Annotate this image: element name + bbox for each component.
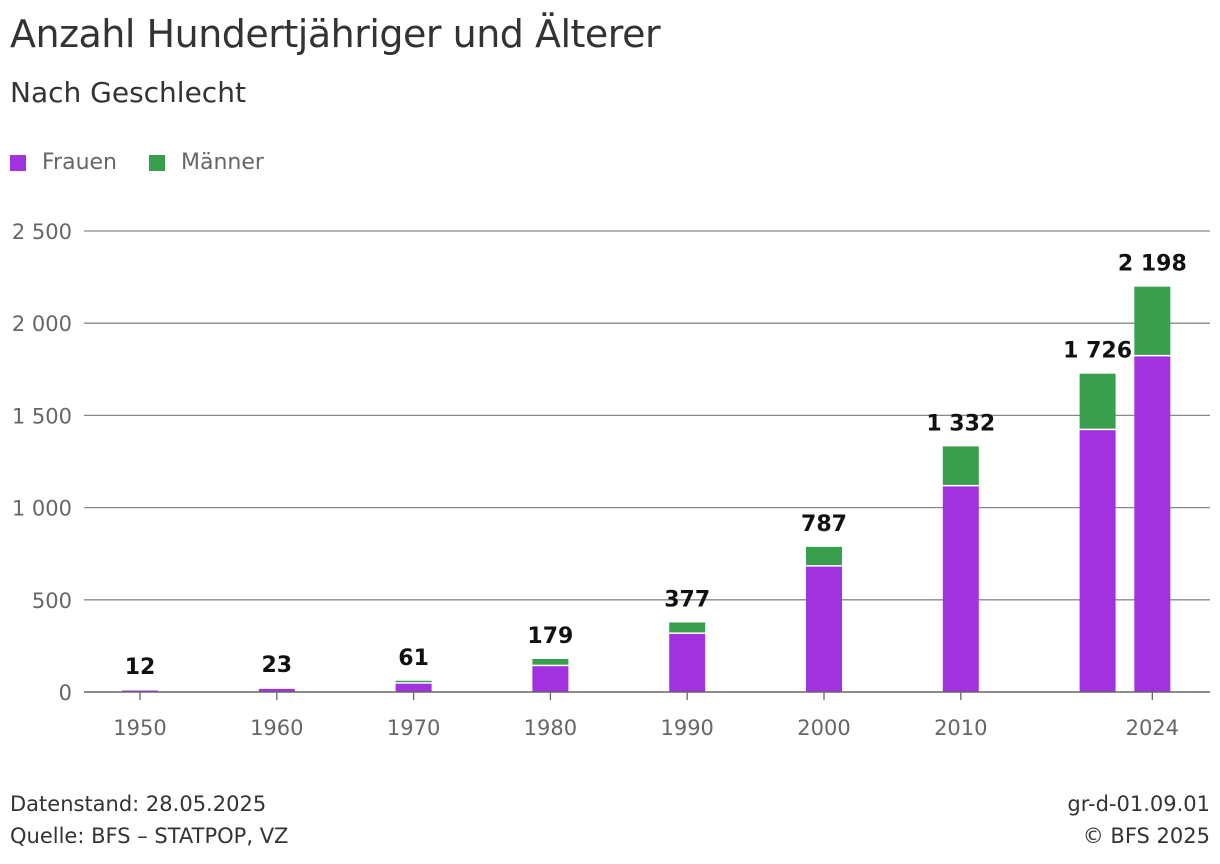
legend-item-maenner[interactable]: Männer (149, 150, 264, 175)
data-date: Datenstand: 28.05.2025 (10, 792, 267, 816)
total-label-1950: 12 (125, 655, 156, 680)
bar-frauen-2010 (942, 486, 979, 692)
x-tick-label: 1950 (113, 716, 166, 740)
legend-swatch-maenner (149, 154, 166, 171)
bar-frauen-1960 (258, 688, 295, 692)
footer-left: Datenstand: 28.05.2025 Quelle: BFS – STA… (10, 788, 288, 852)
bar-maenner-2020 (1079, 373, 1116, 429)
bar-frauen-1970 (395, 683, 432, 692)
y-tick-label: 2 000 (12, 312, 72, 336)
bar-frauen-2024 (1134, 356, 1171, 692)
y-tick-label: 0 (59, 681, 72, 705)
x-tick-label: 1990 (660, 716, 713, 740)
total-label-1970: 61 (398, 646, 429, 671)
total-label-1960: 23 (261, 653, 292, 678)
y-tick-label: 2 500 (12, 220, 72, 244)
bar-frauen-2000 (806, 566, 842, 692)
chart-title: Anzahl Hundertjähriger und Älterer (10, 12, 661, 56)
x-tick-label: 1980 (524, 716, 577, 740)
x-tick-label: 2024 (1126, 716, 1179, 740)
footer-right: gr-d-01.09.01 © BFS 2025 (1067, 788, 1210, 852)
bar-maenner-1990 (669, 622, 706, 633)
bar-frauen-1990 (669, 633, 706, 692)
total-label-2010: 1 332 (926, 411, 995, 436)
bar-maenner-2000 (806, 546, 842, 566)
total-label-1980: 179 (527, 624, 573, 649)
legend-label-maenner: Männer (181, 150, 264, 175)
y-tick-label: 1 000 (12, 497, 72, 521)
total-label-2000: 787 (801, 512, 847, 537)
x-tick-label: 2010 (934, 716, 987, 740)
copyright: © BFS 2025 (1082, 824, 1210, 848)
y-tick-label: 500 (32, 589, 72, 613)
legend-item-frauen[interactable]: Frauen (10, 150, 117, 175)
legend-label-frauen: Frauen (42, 150, 118, 175)
x-tick-label: 2000 (797, 716, 850, 740)
chart-subtitle: Nach Geschlecht (10, 76, 246, 109)
bar-maenner-2010 (942, 446, 979, 485)
data-source: Quelle: BFS – STATPOP, VZ (10, 824, 289, 848)
x-tick-label: 1970 (387, 716, 440, 740)
legend-swatch-frauen (10, 154, 26, 171)
chart-code: gr-d-01.09.01 (1067, 792, 1210, 816)
bar-maenner-1980 (532, 658, 569, 665)
x-tick-label: 1960 (250, 716, 303, 740)
total-label-2020: 1 726 (1063, 339, 1132, 364)
legend: Frauen Männer (10, 150, 296, 175)
bar-frauen-2020 (1079, 430, 1116, 692)
total-label-2024: 2 198 (1118, 252, 1187, 277)
bar-chart: 0 500 1 000 1 500 2 000 2 500 12 23 61 179 377 787 1… (12, 220, 1210, 740)
y-tick-label: 1 500 (12, 404, 72, 428)
bar-maenner-2024 (1134, 286, 1171, 355)
bar-maenner-1970 (395, 680, 432, 683)
total-label-1990: 377 (664, 587, 710, 612)
bar-frauen-1980 (532, 666, 569, 692)
